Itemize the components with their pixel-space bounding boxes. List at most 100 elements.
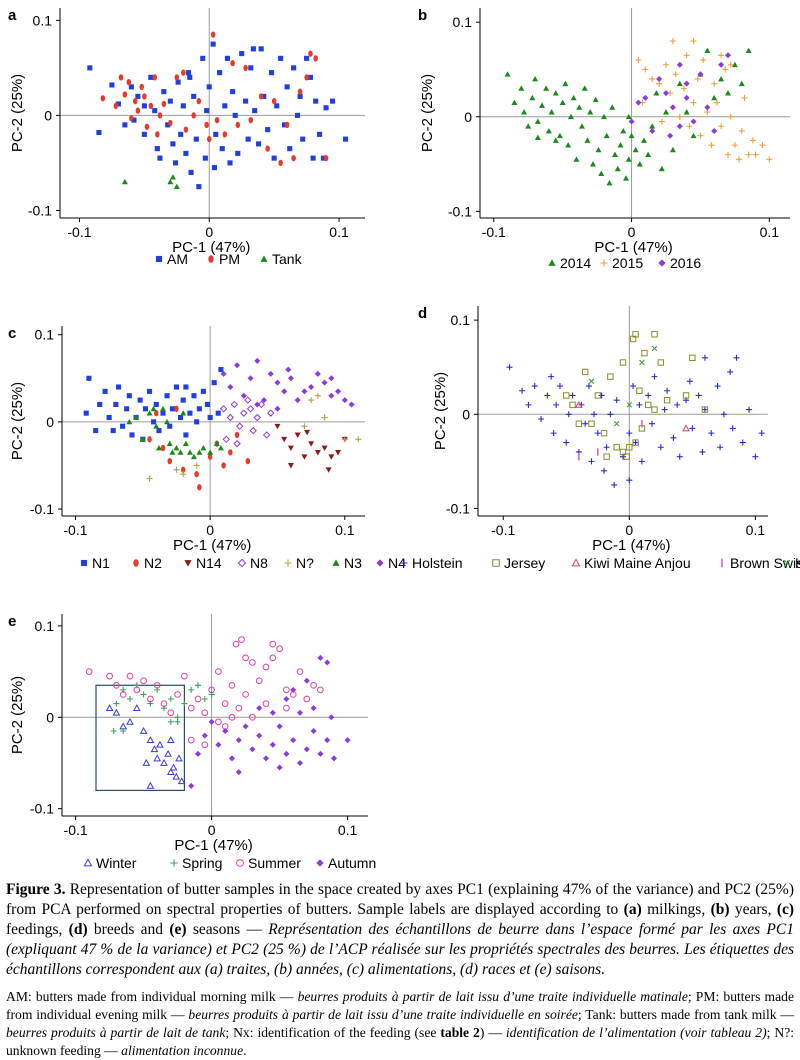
data-point	[116, 384, 122, 390]
data-point	[196, 449, 203, 455]
data-point	[745, 47, 752, 53]
data-point	[287, 375, 294, 382]
data-point	[291, 154, 296, 162]
legend-label: N?	[296, 555, 314, 571]
x-tick-label: 0.1	[335, 522, 355, 538]
data-point	[543, 85, 550, 91]
abbr-table-ref: table 2	[440, 1025, 480, 1040]
data-point	[196, 406, 202, 412]
data-point	[611, 481, 618, 488]
x-axis-label: PC-1 (47%)	[592, 537, 670, 554]
data-point	[206, 84, 212, 90]
data-point	[729, 425, 736, 432]
legend-marker	[184, 560, 192, 567]
data-point	[569, 392, 576, 399]
data-point	[177, 414, 184, 421]
data-point	[676, 61, 683, 68]
data-point	[576, 104, 583, 110]
data-point	[173, 183, 180, 190]
data-point	[321, 445, 328, 452]
data-point	[239, 51, 245, 57]
data-point	[207, 414, 213, 421]
data-point	[87, 65, 93, 71]
data-point	[736, 156, 743, 163]
abbr-nq-fr: alimentation inconnue	[121, 1043, 244, 1058]
data-point	[321, 414, 328, 421]
data-point	[683, 109, 690, 115]
data-point	[219, 405, 228, 413]
data-point	[93, 428, 99, 434]
panel-label: b	[418, 7, 427, 24]
x-tick-label: 0	[206, 522, 214, 538]
data-point	[210, 41, 216, 47]
data-point	[234, 362, 241, 369]
abbr-end: .	[243, 1043, 247, 1058]
series-jersey	[563, 331, 709, 460]
y-tick-label: 0.1	[35, 618, 55, 634]
data-point	[96, 129, 102, 136]
data-point	[215, 741, 222, 748]
y-axis-label: PC-2 (25%)	[432, 372, 449, 450]
data-point	[269, 709, 276, 716]
data-point	[269, 741, 276, 748]
data-point	[190, 453, 197, 460]
data-point	[304, 429, 311, 436]
data-point	[181, 69, 186, 76]
data-point	[174, 405, 179, 412]
data-point	[238, 636, 245, 643]
data-point	[152, 108, 158, 114]
caption-en-5: breeds and	[87, 921, 170, 938]
data-point	[257, 400, 266, 409]
y-tick-label: 0.1	[35, 327, 55, 343]
data-point	[221, 700, 229, 707]
data-point	[167, 709, 175, 717]
data-point	[133, 97, 138, 105]
caption-a: (a)	[623, 901, 642, 918]
data-point	[581, 368, 589, 376]
legend-label: N4	[388, 555, 406, 571]
data-point	[194, 419, 200, 425]
legend-marker	[80, 559, 88, 567]
data-point	[304, 74, 309, 81]
data-point	[552, 137, 559, 143]
panel-c: c -0.1 0 0.1 -0.1 0 0.1 PC-1 (47%) PC-2 (25%) N1 N…	[0, 298, 406, 588]
data-point	[129, 115, 134, 122]
data-point	[188, 782, 195, 789]
data-point	[578, 453, 580, 461]
data-point	[550, 430, 557, 437]
data-point	[222, 131, 228, 138]
data-point	[587, 109, 594, 115]
legend-marker	[83, 858, 93, 867]
data-point	[609, 104, 616, 110]
data-point	[758, 430, 765, 437]
data-point	[156, 740, 164, 748]
data-point	[129, 432, 135, 438]
data-point	[625, 113, 632, 120]
data-point	[167, 178, 174, 185]
legend-marker	[133, 559, 139, 567]
data-point	[669, 38, 676, 45]
y-tick-label: -0.1	[28, 202, 52, 218]
panel-label: a	[8, 7, 17, 24]
data-point	[177, 777, 186, 785]
legend-label: Holstein	[412, 555, 463, 571]
data-point	[294, 112, 301, 118]
data-point	[581, 85, 588, 91]
data-point	[256, 732, 263, 739]
data-point	[249, 426, 257, 435]
x-tick-label: 0.1	[329, 224, 349, 240]
data-point	[146, 410, 153, 416]
series-kiwi	[588, 345, 658, 427]
data-point	[310, 727, 317, 734]
data-point	[320, 155, 327, 161]
legend-marker	[600, 259, 608, 267]
data-point	[291, 65, 297, 71]
data-point	[653, 90, 660, 96]
data-point	[219, 146, 225, 152]
data-point	[235, 121, 241, 129]
data-point	[314, 449, 321, 456]
legend-label: Kiwi	[795, 555, 800, 571]
data-point	[118, 74, 124, 81]
data-point	[183, 126, 189, 133]
x-axis-label: PC-1 (47%)	[173, 537, 251, 554]
